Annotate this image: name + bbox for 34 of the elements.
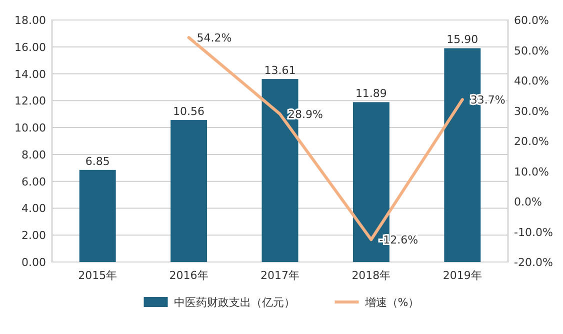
y-tick-label: 18.00 (14, 14, 46, 27)
y2-tick-label: 40.0% (514, 74, 549, 88)
legend-label: 中医药财政支出（亿元） (174, 296, 295, 309)
x-tick-label: 2019年 (442, 269, 482, 282)
x-tick-label: 2016年 (169, 269, 208, 282)
y-tick-label: 8.00 (22, 148, 46, 162)
legend-label: 增速（%） (364, 296, 420, 309)
y-tick-label: 12.00 (14, 94, 46, 108)
bar (79, 170, 116, 262)
y2-tick-label: -10.0% (514, 226, 553, 239)
bar (170, 120, 208, 262)
data-label: 6.85 (85, 154, 110, 168)
y2-tick-label: 0.0% (514, 196, 542, 208)
y-tick-label: 10.00 (14, 122, 46, 135)
data-label: 15.90 (446, 33, 478, 46)
y-tick-label: 0.00 (22, 256, 46, 269)
y-tick-label: 6.00 (22, 175, 46, 188)
x-tick-label: 2018年 (352, 269, 391, 282)
y2-tick-label: 60.0% (514, 14, 549, 27)
y2-tick-label: 10.0% (514, 165, 549, 178)
y2-tick-label: 30.0% (514, 104, 549, 118)
data-label: 54.2% (196, 32, 232, 45)
y-tick-label: 14.00 (14, 68, 46, 81)
data-label: 10.56 (173, 105, 205, 118)
data-label: 13.61 (264, 64, 296, 78)
y-tick-label: 4.00 (22, 202, 46, 216)
y-tick-label: 2.00 (22, 229, 46, 242)
x-tick-label: 2015年 (78, 269, 118, 282)
x-tick-label: 2017年 (260, 269, 300, 282)
y2-tick-label: -20.0% (514, 256, 553, 269)
y-tick-label: 16.00 (14, 40, 46, 54)
y2-tick-label: 20.0% (514, 135, 549, 148)
data-label: 11.89 (355, 87, 387, 100)
y2-tick-label: 50.0% (514, 44, 549, 58)
